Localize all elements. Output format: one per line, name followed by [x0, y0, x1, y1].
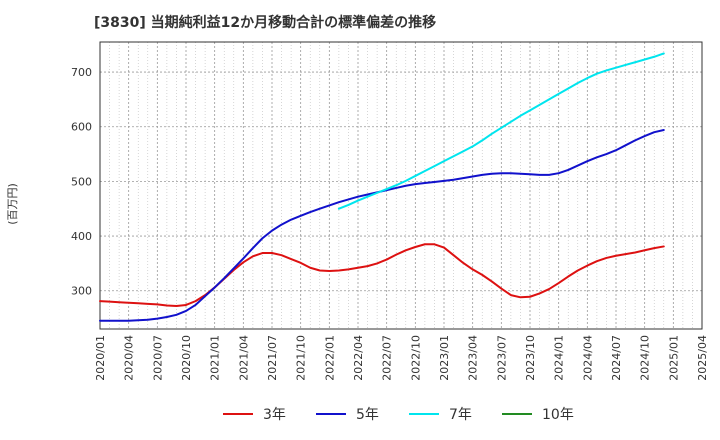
y-axis-label: (百万円) — [6, 183, 19, 225]
y-tick-label: 500 — [71, 175, 92, 188]
x-tick-label: 2020/04 — [123, 335, 136, 381]
x-tick-label: 2021/07 — [266, 335, 279, 381]
x-tick-label: 2023/07 — [495, 335, 508, 381]
x-tick-label: 2025/01 — [667, 335, 680, 381]
x-tick-label: 2022/10 — [409, 335, 422, 381]
series-line-3年 — [99, 243, 665, 308]
x-tick-label: 2025/04 — [696, 335, 709, 381]
legend: 3年 5年 7年 10年 — [223, 407, 574, 423]
series-lines — [99, 52, 665, 322]
x-tick-label: 2022/01 — [323, 335, 336, 381]
x-tick-label: 2020/10 — [180, 335, 193, 381]
x-tick-label: 2022/07 — [381, 335, 394, 381]
x-tick-label: 2021/10 — [295, 335, 308, 381]
x-tick-label: 2021/01 — [209, 335, 222, 381]
y-tick-label: 700 — [71, 66, 92, 79]
plot-area — [99, 41, 703, 330]
x-tick-label: 2024/10 — [639, 335, 652, 381]
x-tick-label: 2023/10 — [524, 335, 537, 381]
x-tick-label: 2022/04 — [352, 335, 365, 381]
x-tick-label: 2023/01 — [438, 335, 451, 381]
x-tick-label: 2024/01 — [553, 335, 566, 381]
x-tick-label: 2024/07 — [610, 335, 623, 381]
legend-label-5年: 5年 — [356, 407, 379, 423]
y-tick-labels: 300 400 500 600 700 — [71, 66, 92, 298]
grid-lines — [99, 42, 703, 329]
chart-title: [3830] 当期純利益12か月移動合計の標準偏差の推移 — [94, 14, 436, 31]
x-tick-label: 2020/07 — [151, 335, 164, 381]
y-tick-label: 400 — [71, 230, 92, 243]
x-tick-label: 2021/04 — [237, 335, 250, 381]
x-tick-label: 2024/04 — [581, 335, 594, 381]
legend-label-3年: 3年 — [263, 407, 286, 423]
series-line-7年 — [337, 52, 665, 210]
legend-label-10年: 10年 — [542, 407, 574, 423]
y-tick-label: 600 — [71, 121, 92, 134]
legend-label-7年: 7年 — [449, 407, 472, 423]
series-line-5年 — [99, 129, 665, 322]
x-tick-label: 2023/04 — [467, 335, 480, 381]
x-tick-label: 2020/01 — [94, 335, 107, 381]
x-tick-labels: 2020/01 2020/04 2020/07 2020/10 2021/01 2021/… — [94, 335, 709, 381]
y-tick-label: 300 — [71, 285, 92, 298]
